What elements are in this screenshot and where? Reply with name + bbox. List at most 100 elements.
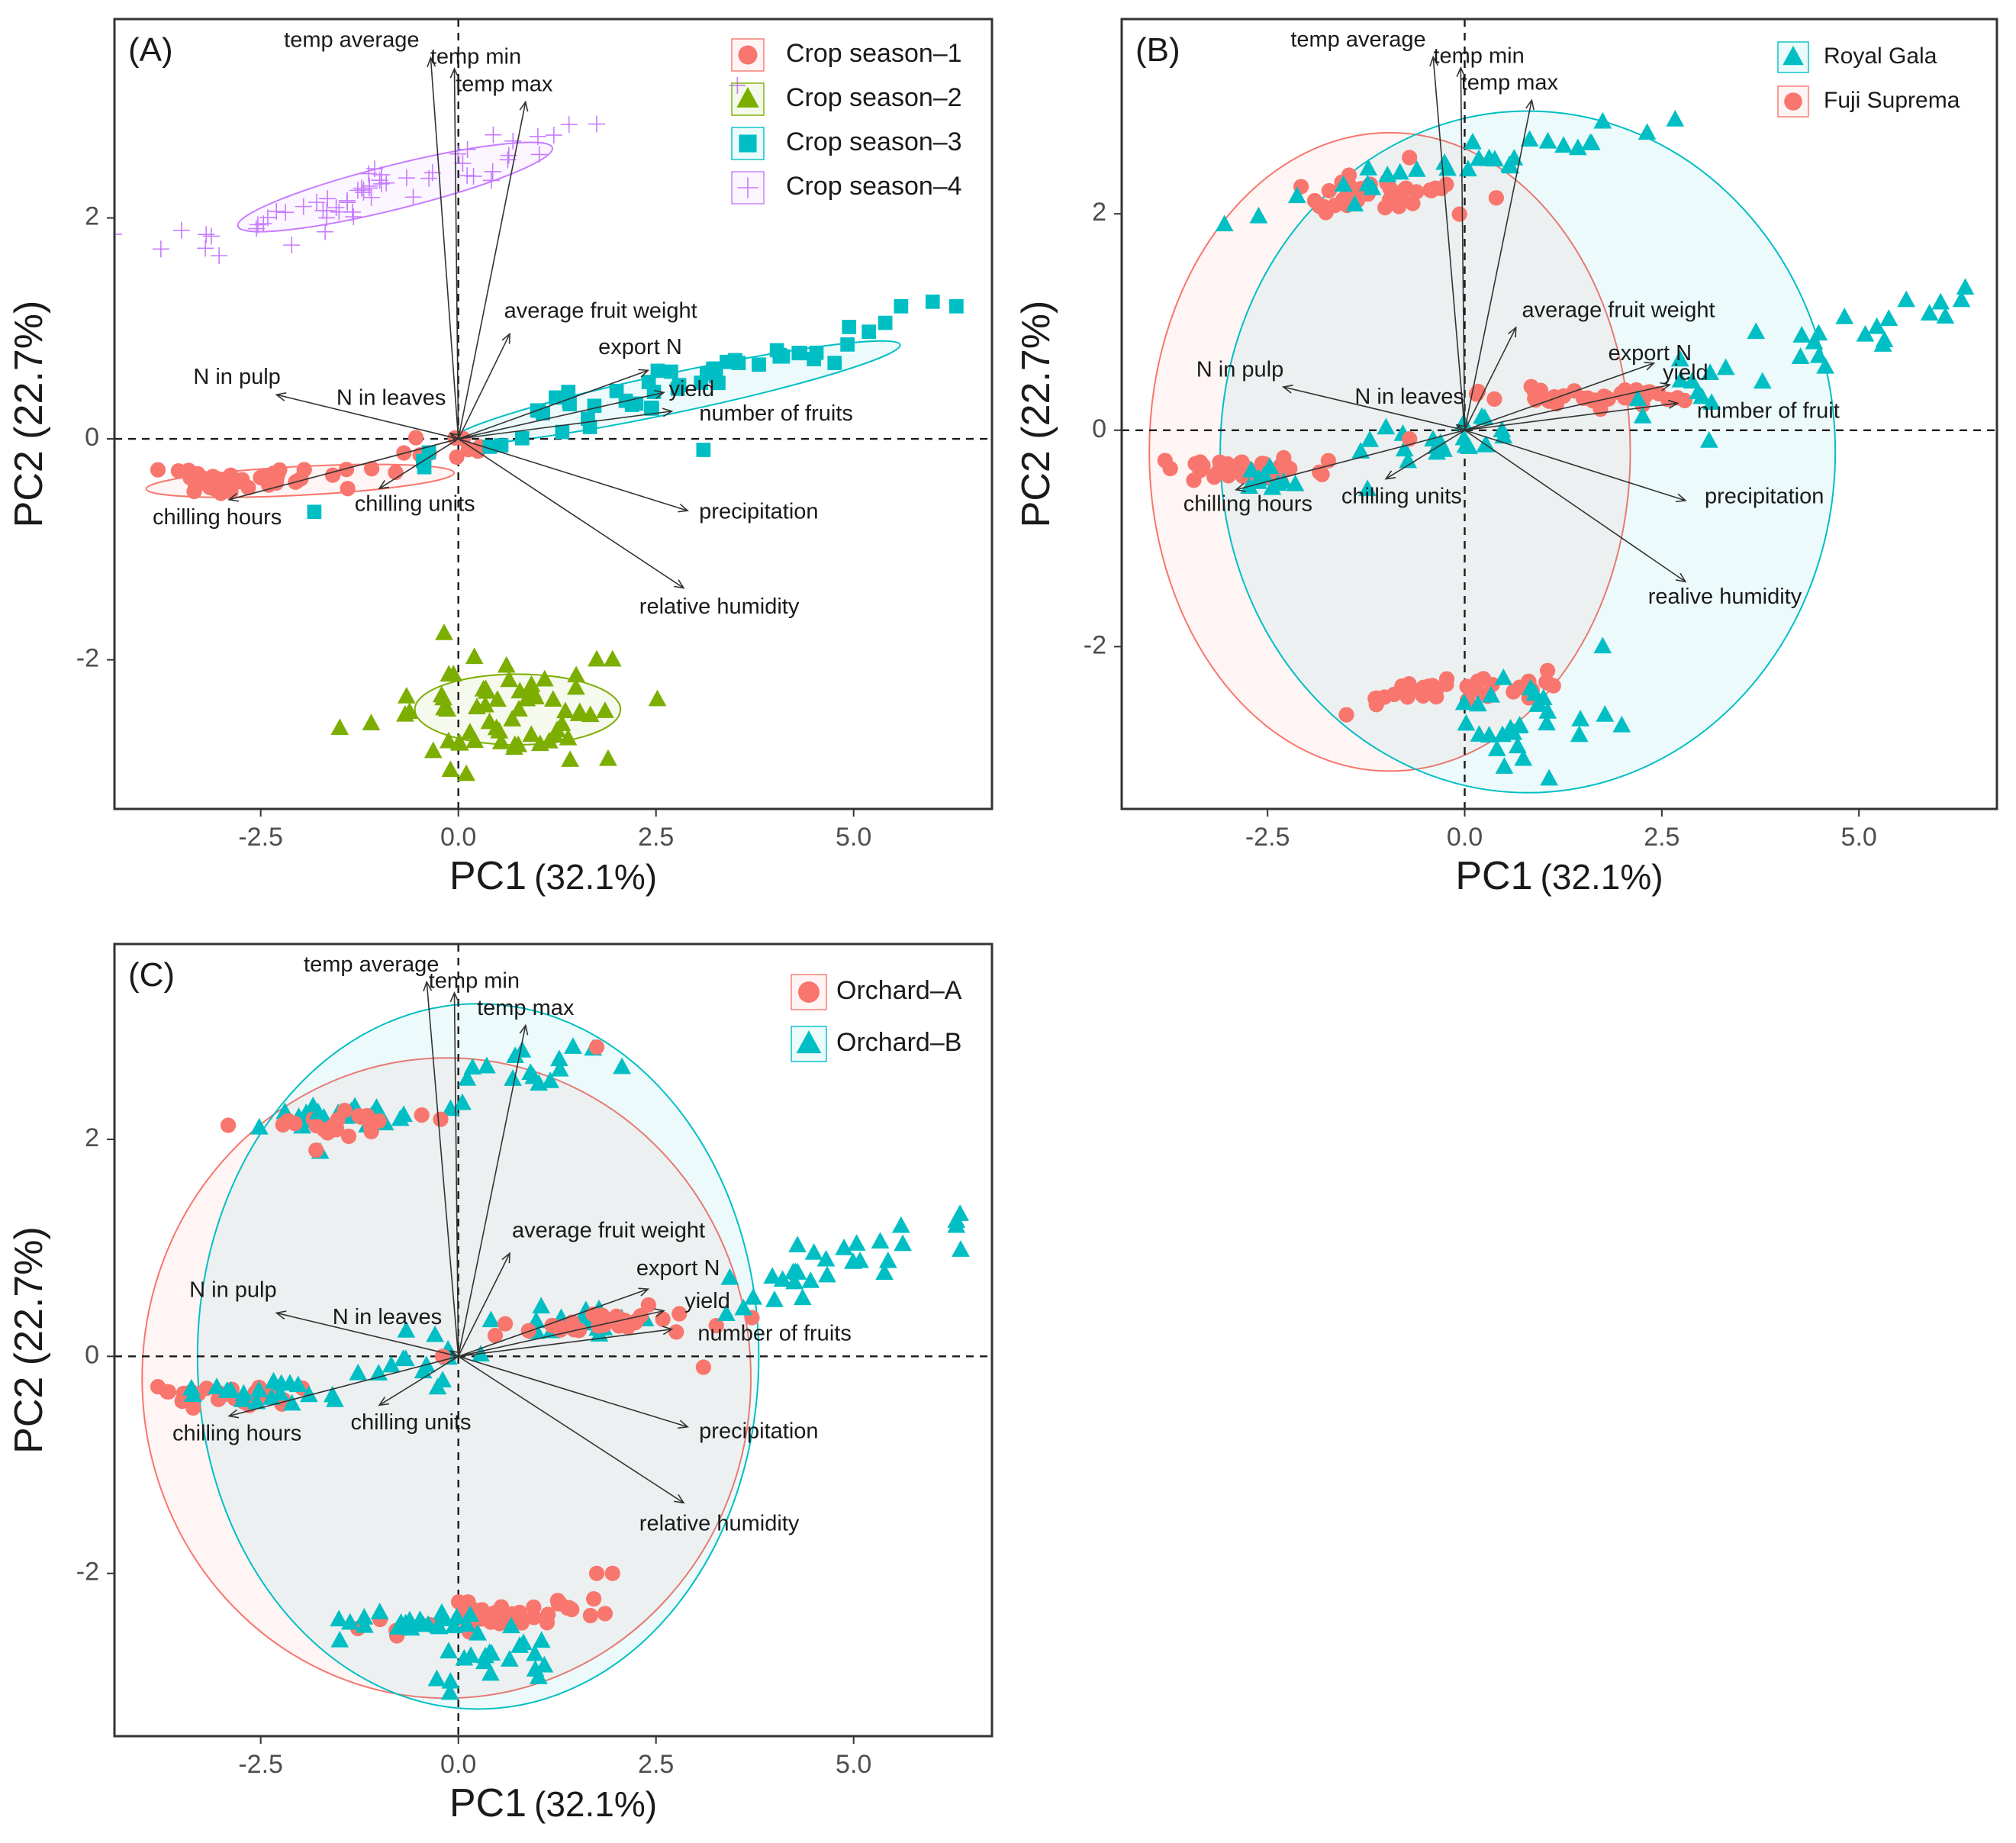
x-tick-label: 5.0 [836, 823, 871, 852]
data-point [588, 115, 605, 133]
data-point [668, 1324, 684, 1340]
data-point [588, 1039, 605, 1055]
data-point [1494, 668, 1513, 685]
data-point [382, 1355, 401, 1373]
data-point [711, 375, 726, 391]
data-point [588, 649, 606, 667]
data-point [459, 167, 476, 185]
loading-arrow [457, 1252, 510, 1357]
data-point [891, 1216, 910, 1233]
data-point [1538, 131, 1557, 149]
data-point [827, 356, 842, 370]
data-point [949, 299, 964, 314]
data-point [801, 1271, 820, 1288]
loading-arrow [457, 332, 510, 440]
loading-label: temp max [477, 996, 575, 1020]
data-point [433, 1371, 452, 1387]
data-point [338, 462, 355, 478]
data-point [1501, 718, 1520, 736]
loading-arrow [1234, 429, 1465, 492]
data-point [487, 1327, 504, 1344]
x-tick-label: 5.0 [1841, 823, 1877, 852]
legend-marker [737, 177, 758, 198]
data-point [268, 203, 285, 221]
data-point [1220, 468, 1236, 484]
data-point [420, 169, 438, 187]
data-point [1393, 187, 1410, 203]
data-point [581, 411, 595, 426]
data-point [1670, 350, 1689, 367]
data-point [1486, 150, 1504, 167]
data-point [1805, 332, 1824, 350]
data-point [1334, 175, 1353, 192]
data-point [535, 669, 554, 687]
loading-arrow [1384, 430, 1465, 480]
data-point [262, 1388, 281, 1405]
data-point [640, 1297, 656, 1313]
loading-arrow [449, 991, 459, 1357]
x-tick-label: 0.0 [1447, 823, 1483, 852]
data-point [524, 1067, 543, 1084]
y-axis-title: PC2 (22.7%) [7, 1226, 51, 1454]
y-tick-label: 0 [85, 423, 99, 452]
data-point [1581, 133, 1599, 150]
data-point [1407, 159, 1426, 177]
legend-label: Royal Gala [1824, 43, 1937, 69]
data-point [720, 354, 734, 369]
data-point [152, 240, 169, 258]
loading-label: number of fruits [699, 401, 852, 426]
data-point [150, 1379, 166, 1395]
data-point [1747, 322, 1766, 340]
data-point [1401, 675, 1417, 692]
data-point [478, 1056, 496, 1074]
data-point [744, 1287, 763, 1305]
data-point [461, 1605, 480, 1622]
data-point [441, 1671, 460, 1689]
data-point [1241, 460, 1261, 478]
data-point [1405, 195, 1421, 211]
data-point [1249, 206, 1268, 224]
data-point [1427, 679, 1443, 695]
data-point [349, 1363, 368, 1381]
data-point [1409, 184, 1425, 200]
data-point [500, 1650, 519, 1667]
data-point [462, 1646, 480, 1663]
data-point [327, 199, 345, 217]
y-tick-label: 2 [85, 1123, 99, 1152]
data-point [1506, 684, 1522, 700]
loading-label: temp average [1290, 27, 1425, 52]
data-point [539, 1615, 556, 1631]
data-point [465, 647, 484, 665]
data-point [1716, 358, 1735, 375]
data-point [264, 1371, 283, 1389]
data-point [875, 1263, 894, 1281]
data-point [1482, 685, 1500, 703]
loading-label: temp average [284, 28, 419, 53]
data-point [545, 127, 562, 144]
data-point [182, 1378, 201, 1396]
data-point [458, 1069, 477, 1086]
data-point [488, 690, 507, 707]
data-point [480, 712, 499, 730]
data-point [505, 735, 524, 752]
data-point [323, 1385, 342, 1403]
data-point [671, 1306, 688, 1322]
data-point [772, 347, 787, 362]
data-point [566, 678, 585, 695]
data-point [1792, 326, 1812, 343]
x-axis-title: PC1 (32.1%) [449, 1781, 657, 1825]
data-point [1570, 725, 1589, 743]
data-point [613, 1057, 631, 1075]
data-point [432, 685, 451, 703]
data-point [469, 1623, 488, 1641]
data-point [1359, 159, 1378, 176]
data-point [529, 127, 546, 145]
data-point [404, 188, 422, 206]
data-point [1538, 701, 1557, 719]
data-point [481, 1664, 500, 1681]
data-point [1856, 324, 1875, 342]
legend-label: Fuji Suprema [1824, 88, 1960, 113]
loading-label: number of fruit [1697, 398, 1840, 423]
legend-marker [796, 1030, 822, 1054]
data-point [567, 665, 585, 683]
